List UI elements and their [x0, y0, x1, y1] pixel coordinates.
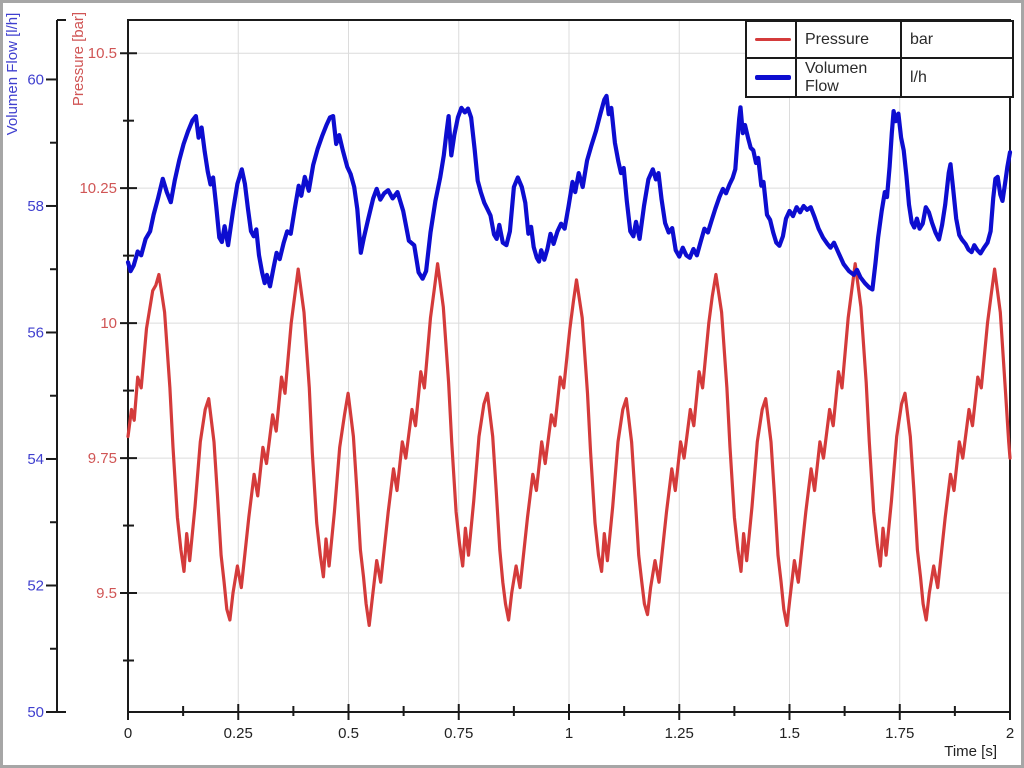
volumen-flow-series-line [125, 93, 1013, 292]
legend-label-flow: Volumen Flow [797, 59, 902, 96]
pressure-axis-title: Pressure [bar] [70, 12, 87, 106]
legend-series-name: Pressure [805, 30, 870, 48]
x-axis-tick-label: 0 [124, 725, 132, 742]
x-axis-title: Time [s] [944, 743, 997, 760]
x-axis-tick-label: 0.25 [224, 725, 253, 742]
flow-axis-tick-label: 58 [27, 198, 44, 215]
pressure-line-sample [755, 38, 791, 41]
flow-axis-tick-label: 56 [27, 324, 44, 341]
flow-axis-tick-label: 60 [27, 71, 44, 88]
pressure-axis-tick-label: 9.5 [96, 585, 117, 602]
x-axis-tick-label: 1.25 [665, 725, 694, 742]
pressure-axis-tick-label: 10 [100, 315, 117, 332]
legend-sample-flow [747, 59, 797, 96]
legend-label-pressure: Pressure [797, 22, 902, 59]
x-axis-tick-label: 1.5 [779, 725, 800, 742]
legend-series-unit: l/h [910, 68, 927, 86]
x-axis-tick-label: 1 [565, 725, 573, 742]
flow-axis-tick-label: 52 [27, 577, 44, 594]
x-axis-tick-label: 0.75 [444, 725, 473, 742]
legend-series-unit: bar [910, 30, 934, 48]
chart-plot: 0 0.25 0.5 0.75 1 1.25 1.5 1.75 2 Time [s] 50 52 54 5… [4, 12, 1014, 760]
flow-line-sample [755, 75, 791, 80]
legend-sample-pressure [747, 22, 797, 59]
legend-series-name: Volumen Flow [805, 59, 868, 95]
pressure-series-line [126, 262, 1012, 628]
legend-unit-pressure: bar [902, 22, 1012, 59]
pressure-axis-tick-label: 10.25 [79, 180, 117, 197]
x-axis-tick-label: 2 [1006, 725, 1014, 742]
flow-axis-title: Volumen Flow [l/h] [4, 13, 21, 136]
flow-axis-tick-label: 54 [27, 451, 44, 468]
legend: Pressure bar Volumen Flow l/h [745, 20, 1014, 98]
x-axis-tick-label: 1.75 [885, 725, 914, 742]
pressure-axis-tick-label: 9.75 [88, 450, 117, 467]
pressure-axis-tick-label: 10.5 [88, 45, 117, 62]
x-axis-tick-label: 0.5 [338, 725, 359, 742]
flow-axis-tick-label: 50 [27, 704, 44, 721]
legend-unit-flow: l/h [902, 59, 1012, 96]
